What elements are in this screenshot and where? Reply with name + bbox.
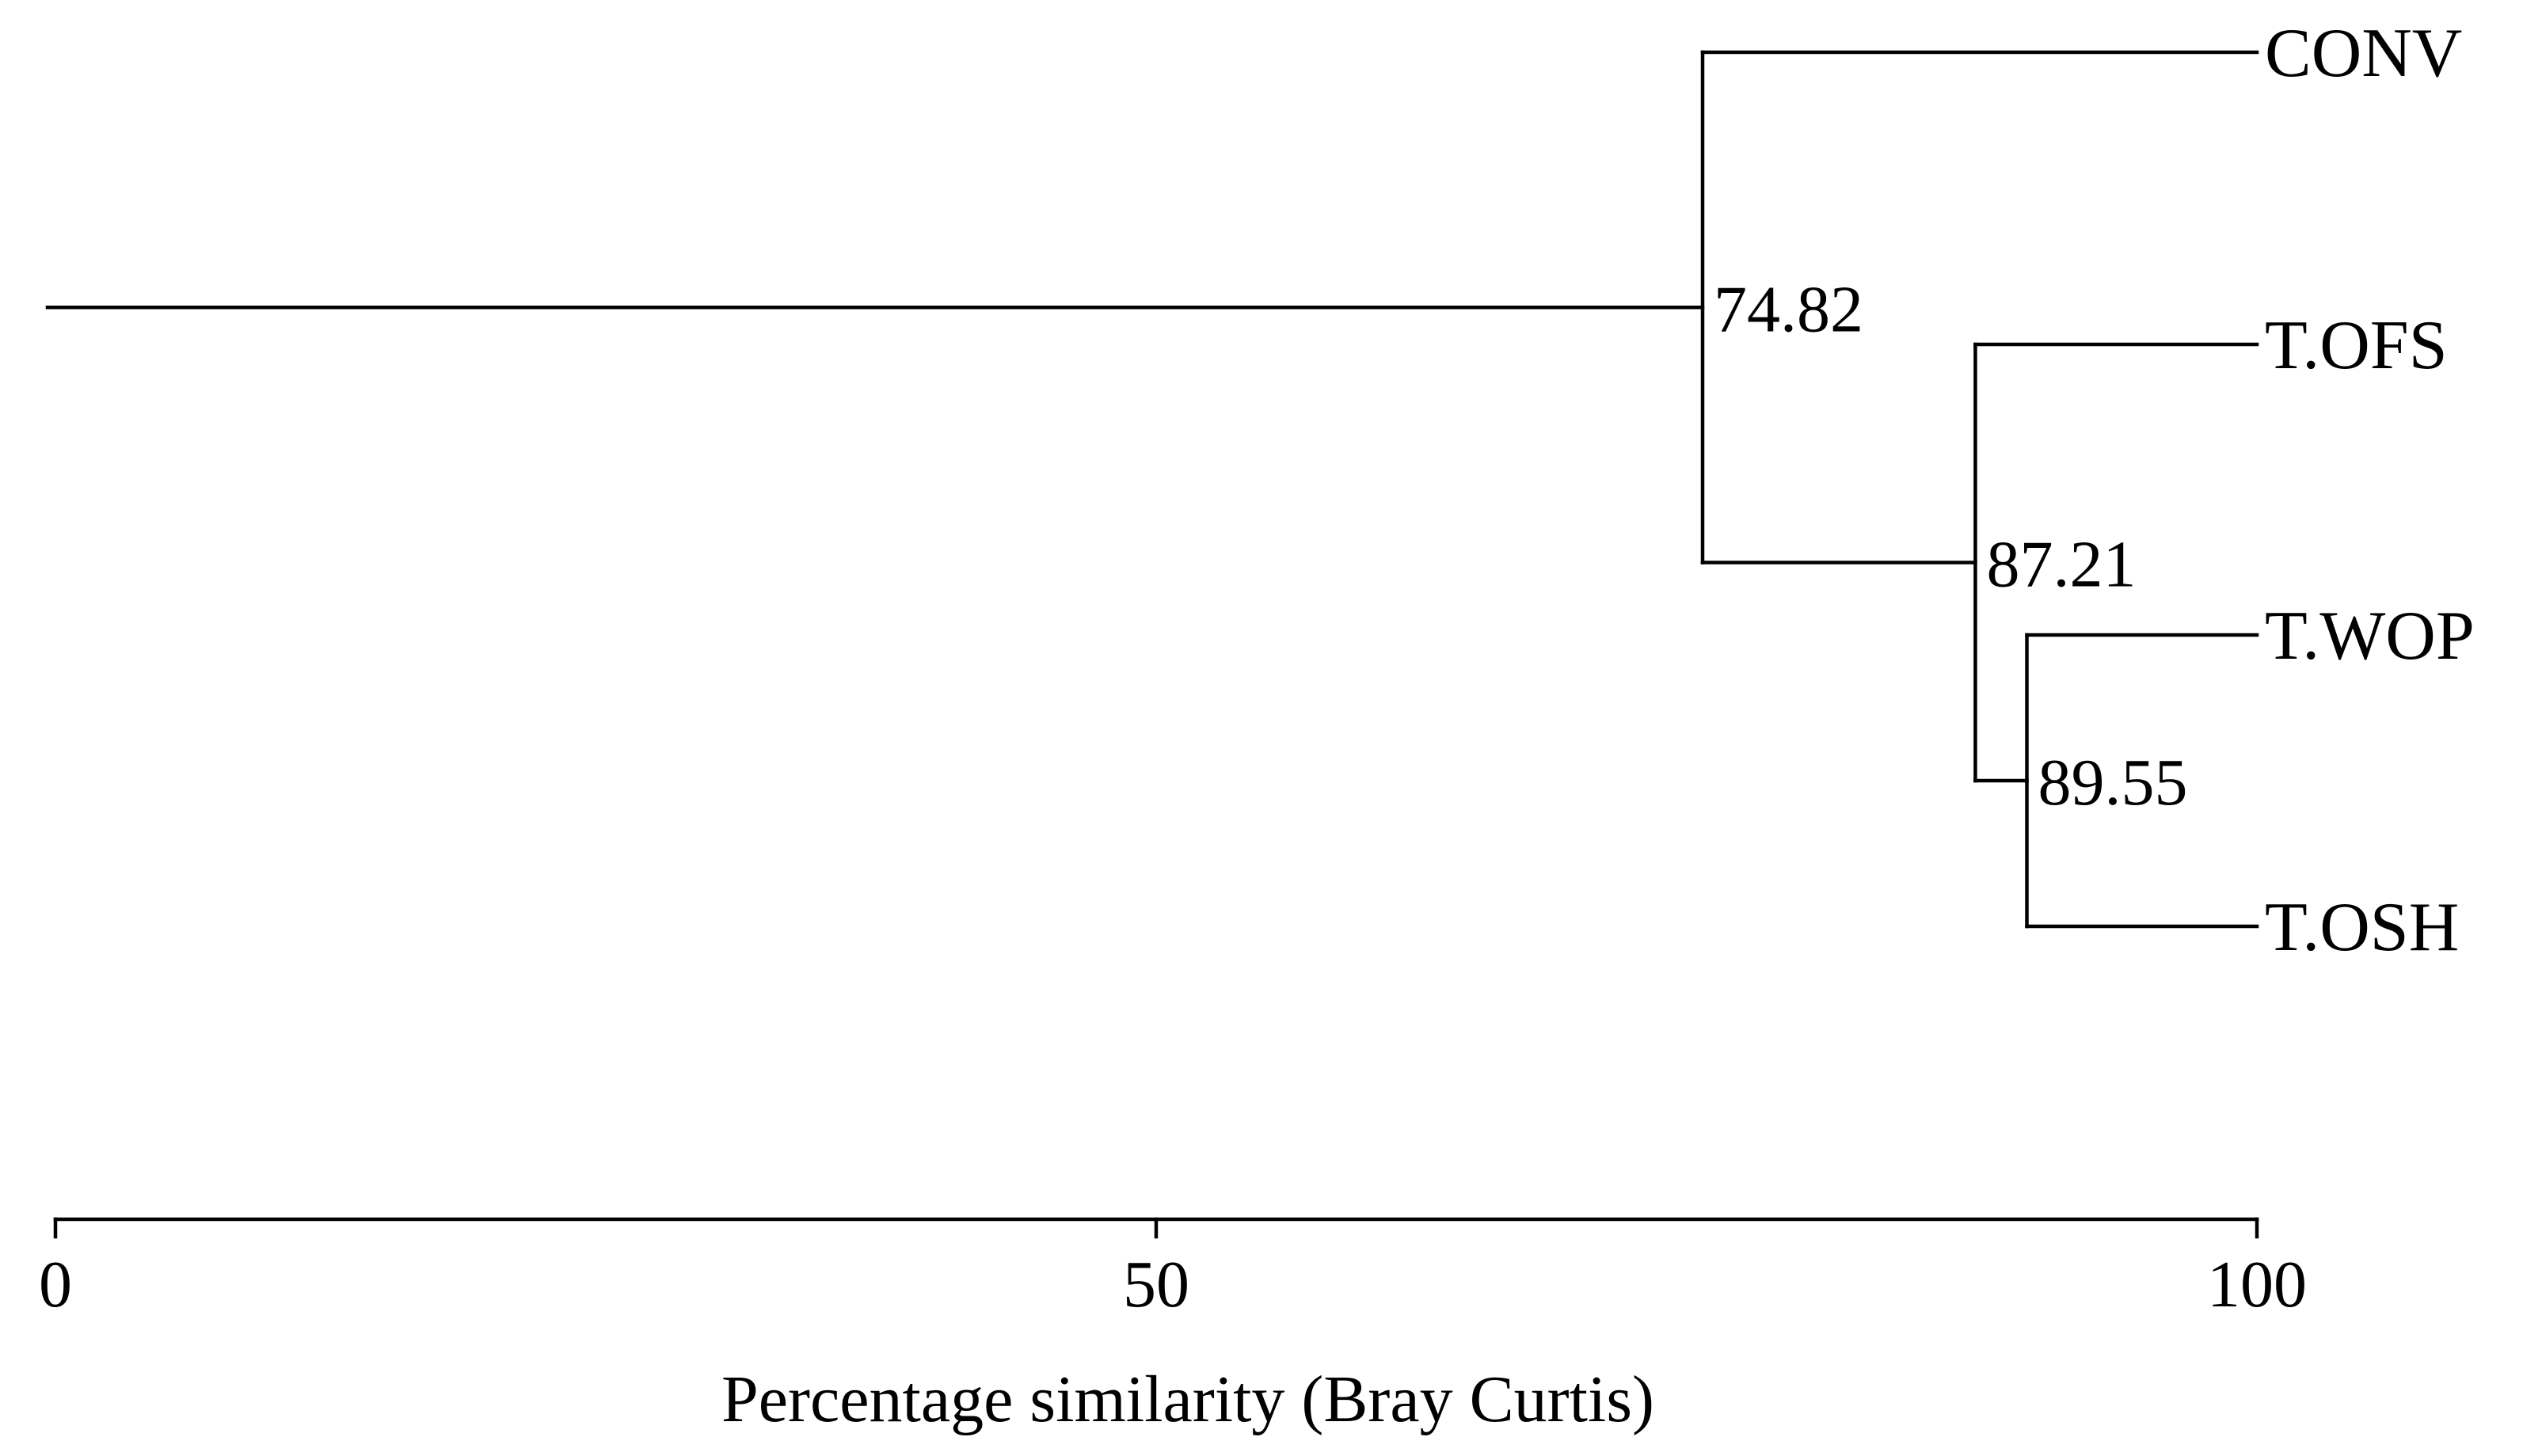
leaf-label-conv: CONV [2265, 15, 2462, 92]
node-label-89-55: 89.55 [2038, 746, 2187, 819]
node-label-74-82: 74.82 [1714, 272, 1863, 346]
x-tick-label-0: 0 [39, 1248, 72, 1321]
dendrogram-labels: CONV T.OFS T.WOP T.OSH 89.55 87.21 74.82 [1714, 15, 2475, 966]
dendrogram-tree [45, 50, 2259, 929]
x-axis: 0 50 100 [39, 1217, 2307, 1321]
node-label-87-21: 87.21 [1986, 528, 2136, 602]
leaf-label-t-osh: T.OSH [2265, 889, 2459, 966]
x-tick-label-50: 50 [1123, 1248, 1189, 1321]
x-axis-title: Percentage similarity (Bray Curtis) [721, 1363, 1654, 1436]
x-tick-label-100: 100 [2207, 1248, 2307, 1321]
leaf-label-t-ofs: T.OFS [2265, 307, 2448, 384]
leaf-label-t-wop: T.WOP [2265, 598, 2475, 675]
